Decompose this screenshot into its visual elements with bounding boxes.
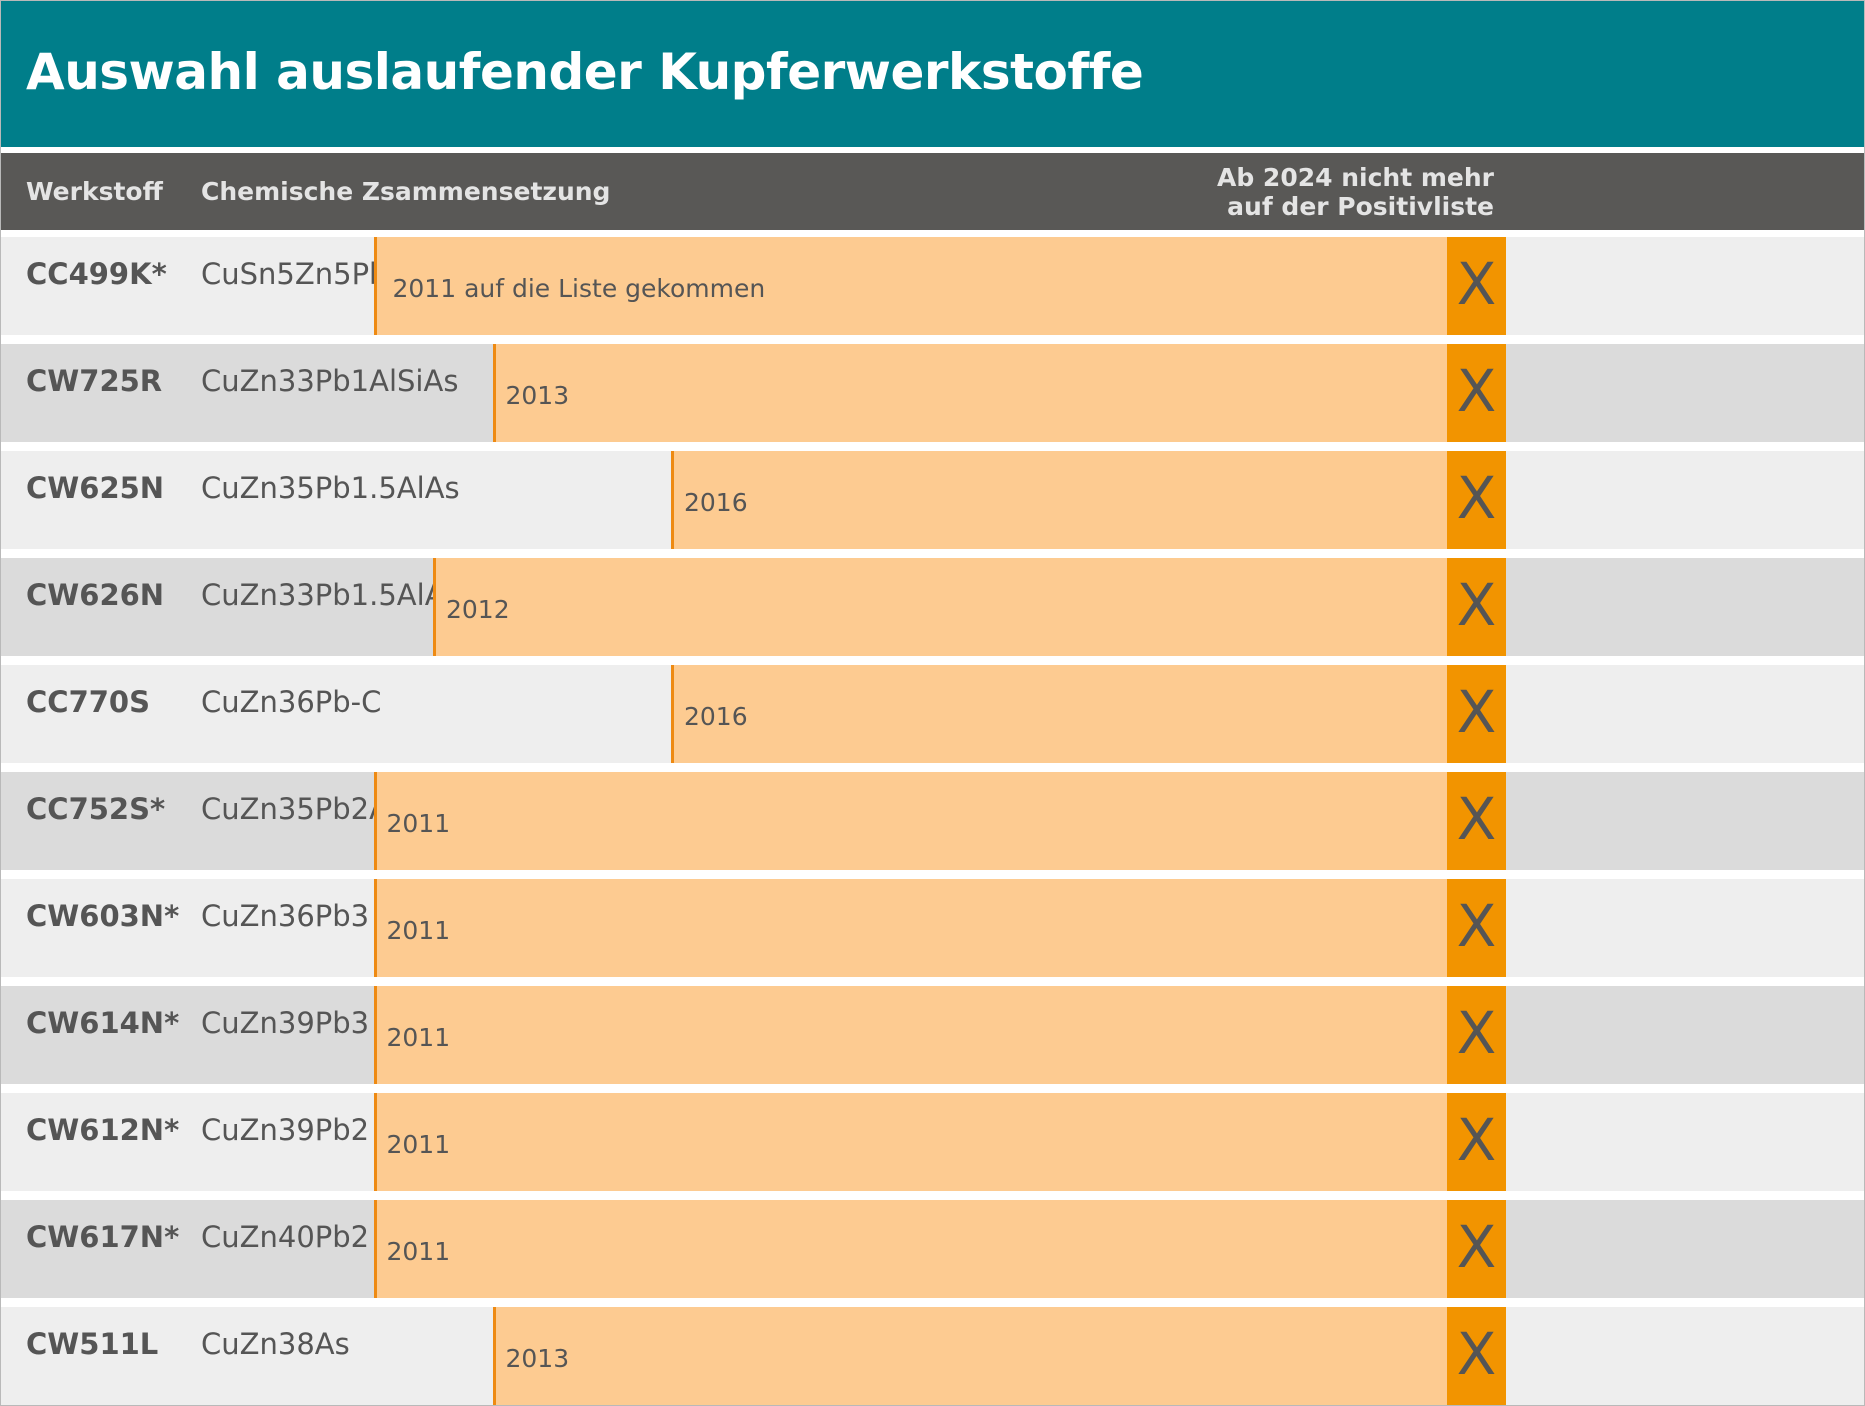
positivliste-marker: X [1447,879,1506,977]
table-row: CW614N* CuZn39Pb3 2011 X [1,986,1864,1084]
bar-year-label: 2011 auf die Liste gekommen [392,274,766,303]
chemische-zusammensetzung: CuZn36Pb3 [201,899,370,933]
bar-start-edge [373,1200,377,1298]
positivliste-marker: X [1447,772,1506,870]
chemische-zusammensetzung: CuZn35Pb1.5AlAs [201,471,460,505]
table-row: CC752S* CuZn35Pb2Al-C 2011 X [1,772,1864,870]
x-mark: X [1456,357,1497,425]
werkstoff-code: CW614N* [26,1006,180,1040]
x-mark: X [1456,785,1497,853]
table-row: CW725R CuZn33Pb1AlSiAs 2013 X [1,344,1864,442]
x-mark: X [1456,571,1497,639]
year-bar: 2013 [492,1307,1447,1405]
bar-start-edge [373,237,377,335]
year-bar: 2011 [373,986,1447,1084]
positivliste-marker: X [1447,237,1506,335]
werkstoff-code: CW612N* [26,1113,180,1147]
table-row: CW626N CuZn33Pb1.5AlAs 2012 X [1,558,1864,656]
positivliste-marker: X [1447,1307,1506,1405]
chemische-zusammensetzung: CuZn40Pb2 [201,1220,370,1254]
x-mark: X [1456,250,1497,318]
positivliste-marker: X [1447,1093,1506,1191]
chemische-zusammensetzung: CuZn39Pb3 [201,1006,370,1040]
werkstoff-code: CC752S* [26,792,166,826]
year-bar: 2011 [373,772,1447,870]
year-bar: 2016 [671,665,1447,763]
chemische-zusammensetzung: CuZn39Pb2 [201,1113,370,1147]
chemische-zusammensetzung: CuZn33Pb1AlSiAs [201,364,459,398]
chart-title: Auswahl auslaufender Kupferwerkstoffe [26,43,1144,101]
year-bar: 2012 [433,558,1447,656]
header-werkstoff: Werkstoff [26,177,163,206]
werkstoff-code: CW617N* [26,1220,180,1254]
positivliste-marker: X [1447,558,1506,656]
table-row: CW617N* CuZn40Pb2 2011 X [1,1200,1864,1298]
werkstoff-code: CW511L [26,1327,159,1361]
table-row: CC499K* CuSn5Zn5Pb2-C 2011 auf die Liste g… [1,237,1864,335]
positivliste-marker: X [1447,451,1506,549]
x-mark: X [1456,678,1497,746]
bar-start-edge [492,1307,496,1405]
bar-year-label: 2011 [386,1023,451,1052]
year-bar: 2011 [373,879,1447,977]
x-mark: X [1456,1106,1497,1174]
positivliste-marker: X [1447,1200,1506,1298]
header-positivliste-line2: auf der Positivliste [1227,192,1494,221]
bar-year-label: 2013 [505,381,570,410]
bar-start-edge [433,558,436,656]
x-mark: X [1456,1320,1497,1388]
werkstoff-code: CW625N [26,471,165,505]
year-bar: 2011 auf die Liste gekommen [373,237,1447,335]
x-mark: X [1456,464,1497,532]
bar-year-label: 2013 [505,1344,570,1373]
bar-year-label: 2011 [386,1130,451,1159]
bar-start-edge [373,1093,377,1191]
positivliste-marker: X [1447,986,1506,1084]
table-row: CW511L CuZn38As 2013 X [1,1307,1864,1405]
bar-start-edge [492,344,496,442]
chemische-zusammensetzung: CuZn38As [201,1327,350,1361]
year-bar: 2011 [373,1200,1447,1298]
werkstoff-code: CC770S [26,685,150,719]
werkstoff-code: CW725R [26,364,163,398]
table-row: CW603N* CuZn36Pb3 2011 X [1,879,1864,977]
header-positivliste-line1: Ab 2024 nicht mehr [1216,163,1494,192]
x-mark: X [1456,1213,1497,1281]
header-chemische-zusammensetzung: Chemische Zsammensetzung [201,177,611,206]
bar-start-edge [671,665,674,763]
header-positivliste: Ab 2024 nicht mehr auf der Positivliste [1217,163,1494,221]
bar-year-label: 2012 [446,595,510,624]
chemische-zusammensetzung: CuZn36Pb-C [201,685,382,719]
table-row: CW612N* CuZn39Pb2 2011 X [1,1093,1864,1191]
bar-year-label: 2011 [386,809,451,838]
werkstoff-code: CW603N* [26,899,180,933]
x-mark: X [1456,999,1497,1067]
werkstoff-code: CC499K* [26,257,167,291]
bar-start-edge [373,879,377,977]
bar-year-label: 2016 [684,488,748,517]
year-bar: 2016 [671,451,1447,549]
title-bar: Auswahl auslaufender Kupferwerkstoffe [1,1,1864,147]
table-row: CW625N CuZn35Pb1.5AlAs 2016 X [1,451,1864,549]
werkstoff-code: CW626N [26,578,165,612]
x-mark: X [1456,892,1497,960]
chemische-zusammensetzung: CuZn33Pb1.5AlAs [201,578,460,612]
bar-start-edge [373,772,377,870]
positivliste-marker: X [1447,665,1506,763]
bar-year-label: 2011 [386,916,451,945]
bar-start-edge [671,451,674,549]
bar-year-label: 2011 [386,1237,451,1266]
bar-start-edge [373,986,377,1084]
table-row: CC770S CuZn36Pb-C 2016 X [1,665,1864,763]
year-bar: 2013 [492,344,1447,442]
positivliste-marker: X [1447,344,1506,442]
bar-year-label: 2016 [684,702,748,731]
table-header: Werkstoff Chemische Zsammensetzung Ab 20… [1,153,1864,230]
year-bar: 2011 [373,1093,1447,1191]
